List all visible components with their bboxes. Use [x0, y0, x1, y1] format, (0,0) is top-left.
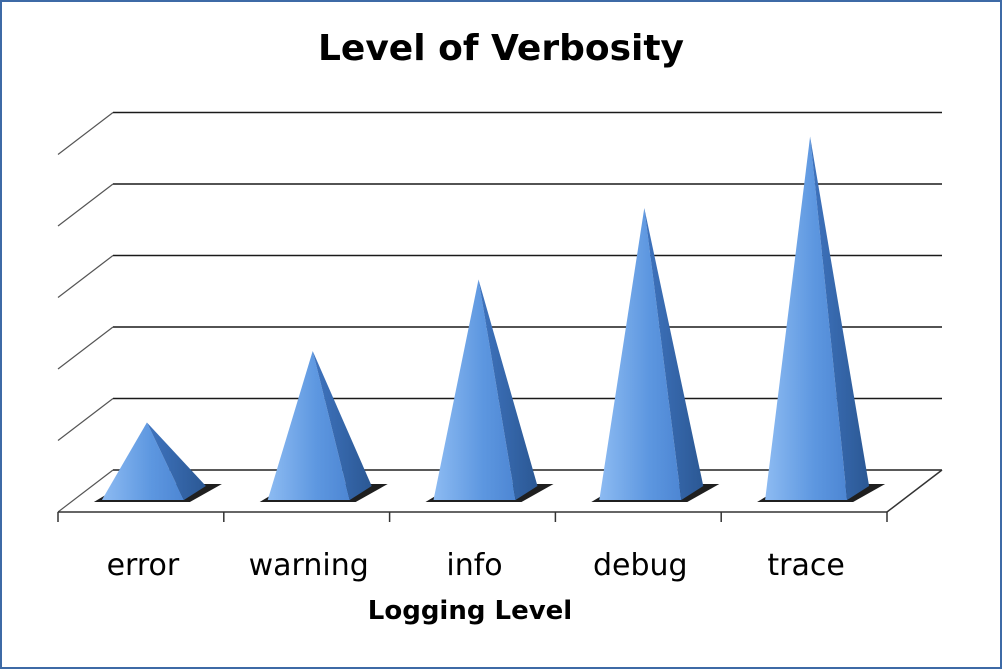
- pyramid-bar: [599, 208, 682, 500]
- chart-title: Level of Verbosity: [317, 28, 685, 69]
- gridline-side: [57, 469, 114, 513]
- floor: [57, 469, 943, 522]
- pyramid-side: [810, 136, 870, 500]
- pyramid-bar: [433, 279, 516, 500]
- category-labels: error warning info debug trace: [107, 548, 845, 583]
- x-tick-label: info: [446, 548, 502, 583]
- gridline-side: [57, 398, 114, 441]
- pyramid-side: [146, 422, 206, 500]
- pyramid-bar: [101, 422, 184, 500]
- x-tick-label: error: [107, 548, 180, 583]
- x-tick-label: trace: [767, 548, 844, 583]
- gridline-side: [57, 112, 114, 155]
- gridline-side: [57, 183, 114, 227]
- pyramid-side: [312, 351, 372, 500]
- pyramid-side: [478, 279, 538, 500]
- x-tick-label: warning: [249, 548, 369, 583]
- x-axis-title: Logging Level: [367, 596, 573, 626]
- pyramid-bar: [267, 351, 350, 500]
- gridline-side: [57, 255, 114, 298]
- pyramid-side: [644, 208, 704, 500]
- x-tick-label: debug: [593, 548, 688, 583]
- pyramid-series: [93, 136, 886, 502]
- pyramid-bar: [765, 136, 848, 500]
- gridline-side: [57, 326, 114, 370]
- floor-right-edge: [886, 469, 943, 513]
